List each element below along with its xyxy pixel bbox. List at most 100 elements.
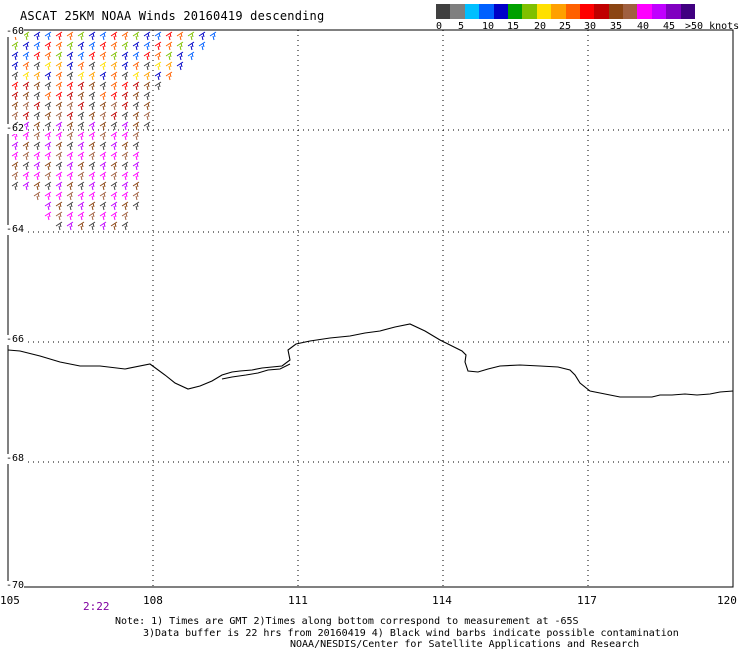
wind-barb-144 [77,121,85,131]
wind-barb-221 [121,181,129,191]
wind-barb-78 [99,71,107,81]
legend-swatch-8 [551,4,566,19]
wind-barb-10 [121,31,129,41]
wind-barb-130 [66,111,74,121]
wind-barb-39 [33,51,41,61]
wind-barb-40 [44,51,52,61]
wind-barb-30 [132,41,140,51]
legend-swatch-16 [666,4,681,19]
x-tick-105: 105 [0,594,20,607]
wind-barb-163 [11,141,19,151]
wind-barb-93 [99,81,107,91]
wind-barb-99 [11,91,19,101]
wind-barb-164 [22,141,30,151]
wind-barb-162 [132,131,140,141]
legend-swatch-4 [493,4,508,19]
wind-barb-75 [66,71,74,81]
wind-barb-244 [66,211,74,221]
x-tick-111: 111 [288,594,308,607]
wind-barb-129 [55,111,63,121]
legend-swatch-12 [608,4,624,19]
wind-barb-206 [88,171,96,181]
note-line-1: Note: 1) Times are GMT 2)Times along bot… [115,616,579,627]
wind-barb-255 [110,221,118,231]
wind-barb-243 [55,211,63,221]
wind-barb-85 [11,81,19,91]
wind-barb-69 [176,61,184,71]
wind-barb-54 [11,61,19,71]
map-title: ASCAT 25KM NOAA Winds 20160419 descendin… [20,9,325,23]
wind-barb-67 [154,61,162,71]
wind-barb-192 [66,161,74,171]
map-frame [7,29,734,588]
wind-barb-44 [88,51,96,61]
wind-barb-256 [121,221,129,231]
legend-swatch-17 [680,4,696,19]
wind-barb-180 [66,151,74,161]
wind-barb-82 [143,71,151,81]
wind-barb-158 [88,131,96,141]
wind-barb-32 [154,41,162,51]
wind-barb-120 [99,101,107,111]
wind-barb-53 [187,51,195,61]
wind-barb-92 [88,81,96,91]
wind-barb-154 [44,131,52,141]
wind-barb-228 [88,191,96,201]
wind-barb-43 [77,51,85,61]
wind-barb-209 [121,171,129,181]
legend-swatch-3 [479,4,494,19]
wind-barb-127 [33,111,41,121]
wind-barb-110 [132,91,140,101]
wind-barb-58 [55,61,63,71]
wind-barb-134 [110,111,118,121]
wind-barb-179 [55,151,63,161]
wind-barb-184 [110,151,118,161]
wind-barb-187 [11,161,19,171]
wind-barb-116 [55,101,63,111]
wind-barb-250 [55,221,63,231]
wind-barb-231 [121,191,129,201]
wind-barb-50 [154,51,162,61]
wind-barb-173 [121,141,129,151]
wind-barb-183 [99,151,107,161]
wind-barb-71 [22,71,30,81]
wind-barb-166 [44,141,52,151]
wind-barb-12 [143,31,151,41]
wind-barb-248 [110,211,118,221]
wind-barb-238 [99,201,107,211]
legend-swatch-13 [623,4,638,19]
note-line-3: NOAA/NESDIS/Center for Satellite Applica… [290,639,640,650]
wind-barb-253 [88,221,96,231]
wind-barb-77 [88,71,96,81]
wind-barb-98 [154,81,162,91]
wind-barb-155 [55,131,63,141]
wind-barb-24 [66,41,74,51]
wind-barb-28 [110,41,118,51]
legend-label-10: 10 [482,21,495,32]
wind-barb-161 [121,131,129,141]
wind-barb-94 [110,81,118,91]
legend-color-bar [436,4,696,19]
wind-barb-61 [88,61,96,71]
wind-barb-81 [132,71,140,81]
wind-barb-124 [143,101,151,111]
wind-barb-142 [55,121,63,131]
legend-swatch-2 [464,4,480,19]
wind-barb-239 [110,201,118,211]
wind-barb-105 [77,91,85,101]
wind-barb-198 [132,161,140,171]
wind-barb-240 [121,201,129,211]
wind-barb-168 [66,141,74,151]
wind-barb-101 [33,91,41,101]
wind-barb-90 [66,81,74,91]
wind-barb-234 [55,201,63,211]
wind-barb-64 [121,61,129,71]
wind-barb-176 [22,151,30,161]
wind-barb-20 [22,41,30,51]
wind-barb-229 [99,191,107,201]
wind-barb-222 [132,181,140,191]
wind-barb-199 [11,171,19,181]
wind-barb-65 [132,61,140,71]
wind-barb-41 [55,51,63,61]
